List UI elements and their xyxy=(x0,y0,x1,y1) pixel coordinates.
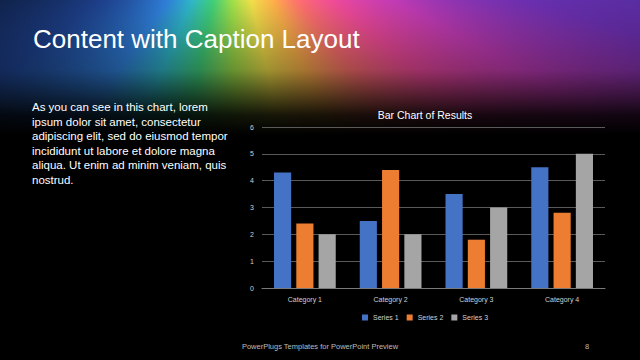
svg-text:Series 3: Series 3 xyxy=(462,314,488,321)
svg-text:0: 0 xyxy=(250,285,254,292)
html-text:Content with Caption Layout: Content with Caption Layout xyxy=(33,24,360,54)
html-text:PowerPlugs Templates for Power: PowerPlugs Templates for PowerPoint Prev… xyxy=(241,342,399,351)
html-text:8: 8 xyxy=(585,342,590,351)
svg-text:Series 2: Series 2 xyxy=(418,314,444,321)
svg-text:Category 2: Category 2 xyxy=(374,296,408,304)
svg-text:6: 6 xyxy=(250,124,254,131)
svg-text:4: 4 xyxy=(250,177,254,184)
svg-text:2: 2 xyxy=(250,231,254,238)
svg-text:Category 3: Category 3 xyxy=(459,296,493,304)
svg-text:Category 1: Category 1 xyxy=(288,296,322,304)
html-text:As you can see in this chart,: As you can see in this chart, lorem ipsu… xyxy=(32,101,228,186)
svg-text:1: 1 xyxy=(250,258,254,265)
svg-text:3: 3 xyxy=(250,204,254,211)
svg-text:Series 1: Series 1 xyxy=(373,314,399,321)
svg-text:5: 5 xyxy=(250,150,254,157)
svg-text:Category 4: Category 4 xyxy=(545,296,579,304)
svg-text:Bar Chart of Results: Bar Chart of Results xyxy=(378,109,473,121)
